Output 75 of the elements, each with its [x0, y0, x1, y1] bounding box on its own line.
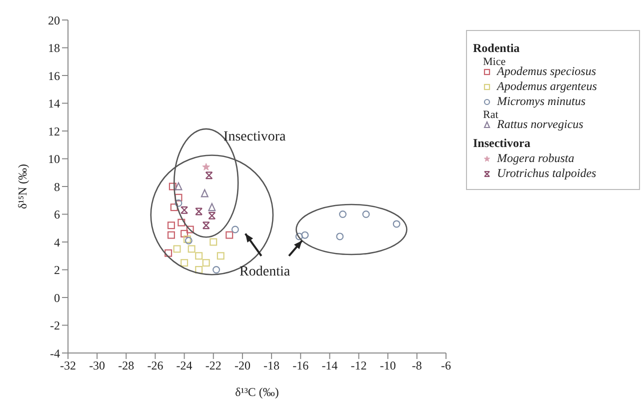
y-tick-label: 18	[48, 41, 60, 56]
y-tick-label: -4	[50, 346, 60, 360]
x-tick-label: -22	[205, 358, 222, 373]
point	[301, 231, 309, 239]
y-tick-label: -2	[50, 318, 60, 333]
point	[188, 245, 196, 253]
y-tick-label: 14	[48, 96, 60, 111]
point	[178, 218, 186, 226]
x-tick-label: -18	[264, 358, 280, 373]
point	[174, 182, 182, 190]
x-tick-label: -32	[60, 358, 76, 373]
point	[202, 162, 210, 170]
y-tick-label: 20	[48, 13, 60, 28]
point	[202, 222, 210, 230]
y-tick-label: 0	[54, 290, 60, 305]
text: Rat	[483, 109, 498, 121]
x-tick-label: -26	[147, 358, 164, 373]
y-tick-label: 6	[54, 208, 60, 222]
x-tick-label: -6	[441, 358, 451, 373]
point	[210, 238, 218, 246]
point	[173, 245, 181, 253]
point	[212, 266, 220, 274]
point	[180, 206, 188, 214]
x-tick-label: -20	[234, 358, 250, 373]
text: Rodentia	[473, 41, 521, 56]
point	[339, 210, 347, 218]
legend-label: Micromys minutus	[496, 94, 587, 109]
x-tick-label: -14	[322, 358, 338, 373]
legend-label: Apodemus argenteus	[496, 79, 598, 94]
x-tick-label: -8	[412, 358, 422, 373]
y-tick-label: 8	[54, 180, 60, 194]
point	[216, 252, 224, 260]
x-tick-label: -16	[292, 358, 309, 373]
x-tick-label: -12	[350, 358, 367, 373]
y-tick-label: 2	[54, 263, 60, 278]
point	[200, 189, 208, 198]
y-axis-title: δ¹⁵N (‰)	[15, 164, 30, 210]
point	[174, 199, 182, 207]
y-tick-label: 4	[54, 235, 60, 250]
x-tick-label: -30	[89, 358, 106, 373]
annotation: Rodentia	[240, 264, 291, 280]
point	[180, 259, 188, 267]
point	[174, 194, 182, 202]
point	[205, 172, 213, 180]
point	[231, 226, 239, 234]
point	[180, 230, 188, 238]
y-tick-label: 16	[48, 68, 60, 83]
point	[208, 203, 216, 212]
x-tick-label: -28	[118, 358, 134, 373]
point	[392, 220, 400, 228]
point	[226, 231, 234, 239]
legend-label: Mogera robusta	[496, 151, 576, 166]
point	[186, 226, 194, 234]
legend-label: Urotrichus talpoides	[496, 166, 598, 181]
point	[164, 249, 172, 257]
point	[202, 259, 210, 267]
point	[170, 204, 178, 212]
y-tick-label: 10	[48, 152, 60, 166]
y-tick-label: 12	[48, 124, 60, 138]
annotation: Insectivora	[224, 130, 287, 145]
point	[208, 212, 216, 220]
point	[295, 232, 303, 240]
x-tick-label: -24	[176, 358, 192, 373]
x-axis-title: δ¹³C (‰)	[235, 385, 279, 399]
point	[195, 208, 203, 216]
point	[167, 231, 175, 239]
point	[362, 210, 370, 218]
point	[168, 182, 176, 190]
x-tick-label: -10	[380, 358, 396, 373]
text: Insectivora	[473, 136, 532, 151]
point	[195, 252, 203, 260]
legend-label: Rattus norvegicus	[497, 117, 584, 132]
point	[195, 266, 203, 274]
point	[336, 232, 344, 240]
point	[167, 222, 175, 230]
